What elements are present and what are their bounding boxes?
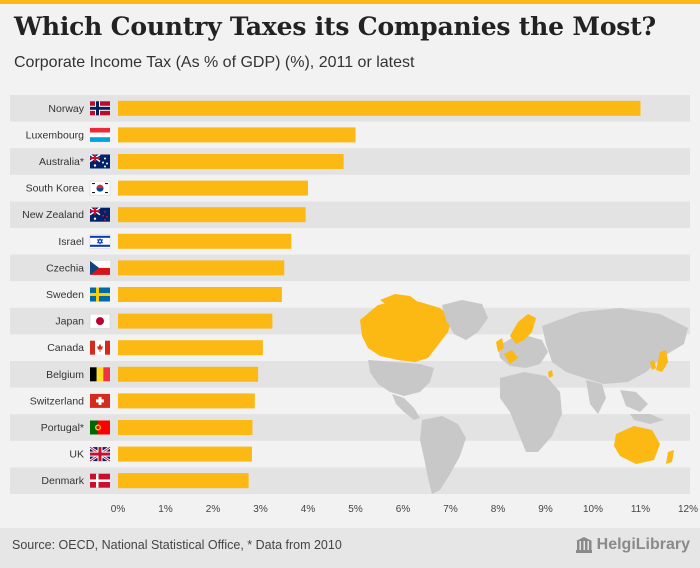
map-indonesia xyxy=(630,414,664,424)
category-label: Switzerland xyxy=(30,395,84,407)
australia-flag-icon xyxy=(89,153,110,169)
bar-belgium xyxy=(118,366,259,382)
row-band xyxy=(10,467,690,494)
map-africa xyxy=(500,372,562,452)
new-zealand-flag-icon xyxy=(89,207,110,222)
map-central-america xyxy=(392,394,420,420)
category-label: New Zealand xyxy=(22,209,84,221)
map-new-zealand xyxy=(666,450,674,464)
row-band xyxy=(10,254,690,282)
belgium-flag-icon xyxy=(90,367,110,382)
map-india xyxy=(586,380,606,414)
bar-sweden xyxy=(118,287,282,302)
bar-uk xyxy=(118,446,252,462)
map-arctic-islands xyxy=(380,294,418,306)
category-labels: Norway Luxembourg Australia* South Korea New… xyxy=(22,103,85,487)
category-label: Sweden xyxy=(46,289,84,301)
category-label: Norway xyxy=(48,103,84,115)
category-label: Denmark xyxy=(41,475,84,487)
bar-norway xyxy=(118,100,641,116)
helgilibrary-logo[interactable]: HelgiLibrary xyxy=(575,534,690,556)
row-band xyxy=(10,148,690,175)
source-note: Source: OECD, National Statistical Offic… xyxy=(12,538,342,552)
category-label: Luxembourg xyxy=(26,129,85,141)
bar-japan xyxy=(118,313,273,329)
x-tick-label: 11% xyxy=(631,504,650,515)
denmark-flag-icon xyxy=(90,473,110,488)
map-scandinavia xyxy=(510,314,536,344)
top-accent-bar xyxy=(0,0,700,4)
bar-new-zealand xyxy=(118,207,306,223)
japan-flag-icon xyxy=(89,313,111,329)
luxembourg-flag-icon xyxy=(90,127,110,142)
x-tick-label: 2% xyxy=(206,504,221,515)
x-tick-label: 4% xyxy=(301,504,316,515)
chart-title: Which Country Taxes its Companies the Mo… xyxy=(14,12,656,41)
x-tick-label: 0% xyxy=(111,504,126,515)
row-band xyxy=(10,414,690,441)
bar-portugal- xyxy=(118,420,253,435)
bars xyxy=(118,100,641,489)
category-label: Australia* xyxy=(39,156,84,168)
row-band xyxy=(10,201,690,228)
bar-canada xyxy=(118,340,263,356)
map-australia xyxy=(614,426,660,464)
bar-denmark xyxy=(118,473,249,489)
map-canada xyxy=(360,300,452,362)
map-israel xyxy=(548,370,553,378)
x-tick-label: 12% xyxy=(678,504,698,515)
bar-south-korea xyxy=(118,180,308,196)
bar-luxembourg xyxy=(118,127,356,143)
map-uk xyxy=(496,338,504,352)
row-bands xyxy=(10,95,690,494)
x-tick-label: 6% xyxy=(396,504,411,515)
sweden-flag-icon xyxy=(90,287,110,302)
category-label: Japan xyxy=(55,316,84,328)
x-tick-label: 3% xyxy=(253,504,268,515)
map-usa xyxy=(368,360,434,396)
portugal-flag-icon xyxy=(90,420,110,435)
category-label: Israel xyxy=(58,236,84,248)
x-tick-label: 7% xyxy=(443,504,458,515)
category-label: Portugal* xyxy=(41,422,84,434)
x-tick-label: 1% xyxy=(158,504,173,515)
logo-text: HelgiLibrary xyxy=(596,536,690,553)
category-label: South Korea xyxy=(26,183,85,195)
uk-flag-icon xyxy=(89,445,111,463)
x-tick-label: 8% xyxy=(491,504,506,515)
bar-czechia xyxy=(118,260,285,276)
bar-switzerland xyxy=(118,393,255,409)
map-japan xyxy=(656,350,668,372)
south-korea-flag-icon xyxy=(89,180,111,196)
map-southeast-asia xyxy=(620,390,648,412)
chart-area: Norway Luxembourg Australia* South Korea New… xyxy=(10,95,698,515)
canada-flag-icon xyxy=(90,340,110,355)
footer-bar xyxy=(0,528,700,568)
library-columns-icon xyxy=(575,537,592,553)
x-tick-label: 10% xyxy=(583,504,603,515)
map-western-europe-highlight xyxy=(504,350,518,364)
bar-australia- xyxy=(118,154,344,169)
norway-flag-icon xyxy=(90,101,110,116)
category-label: Canada xyxy=(47,342,84,354)
category-label: Belgium xyxy=(46,369,84,381)
flag-icons xyxy=(89,101,111,488)
world-map xyxy=(360,294,688,494)
chart-subtitle: Corporate Income Tax (As % of GDP) (%), … xyxy=(14,54,415,71)
bar-israel xyxy=(118,233,292,249)
map-greenland xyxy=(442,300,488,340)
map-korea xyxy=(650,360,656,370)
x-tick-label: 5% xyxy=(348,504,363,515)
x-tick-label: 9% xyxy=(538,504,553,515)
czechia-flag-icon xyxy=(90,260,110,275)
israel-flag-icon xyxy=(89,234,111,249)
x-axis-ticks: 0% 1% 2% 3% 4% 5% 6% 7% 8% 9% 10% 11% 12% xyxy=(111,504,698,515)
switzerland-flag-icon xyxy=(90,393,110,408)
category-label: Czechia xyxy=(46,262,84,274)
map-south-america xyxy=(420,416,466,494)
category-label: UK xyxy=(69,449,84,461)
